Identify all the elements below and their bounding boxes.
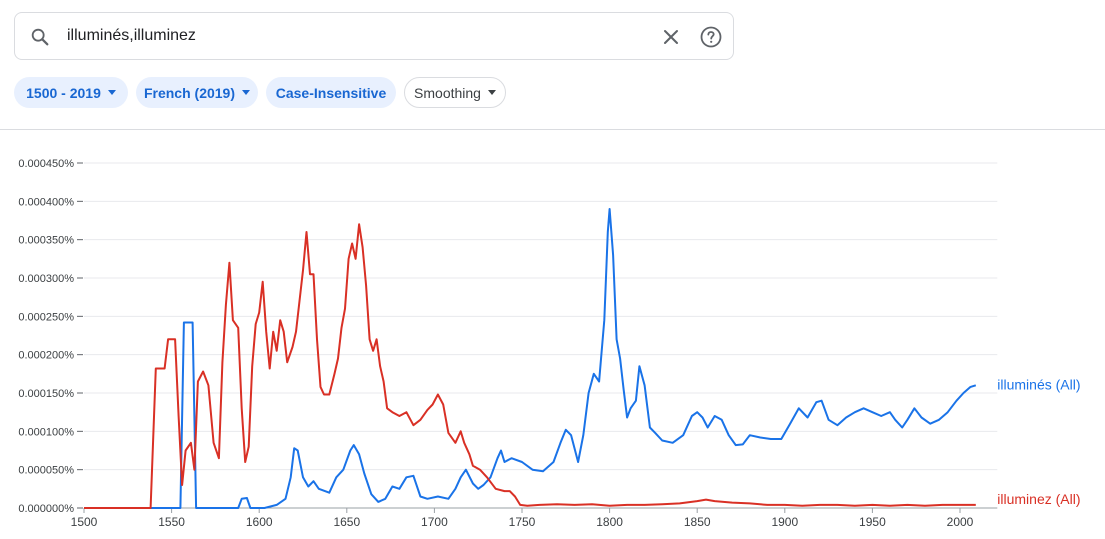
year-range-label: 1500 - 2019 [26, 84, 101, 101]
series-label: illuminez (All) [997, 491, 1080, 507]
series-label: illuminés (All) [997, 376, 1080, 392]
caret-down-icon [107, 90, 116, 95]
x-tick-label: 1700 [421, 515, 448, 529]
x-tick-label: 1500 [71, 515, 98, 529]
y-tick-label: 0.000400% [18, 196, 74, 208]
corpus-label: French (2019) [143, 84, 236, 101]
x-tick-label: 1800 [596, 515, 623, 529]
y-tick-label: 0.000250% [18, 311, 74, 323]
search-icon [31, 28, 49, 46]
y-tick-label: 0.000150% [18, 388, 74, 400]
series-line-illuminez [84, 223, 976, 509]
caret-down-icon [242, 90, 251, 95]
search-box[interactable] [14, 12, 734, 60]
help-circle-icon[interactable] [699, 25, 723, 49]
y-tick-label: 0.000350% [18, 235, 74, 247]
close-icon[interactable] [659, 25, 683, 49]
corpus-dropdown[interactable]: French (2019) [136, 77, 258, 108]
smoothing-dropdown[interactable]: Smoothing [404, 77, 506, 108]
y-tick-label: 0.000100% [18, 426, 74, 438]
x-tick-label: 1650 [333, 515, 360, 529]
x-tick-label: 1550 [158, 515, 185, 529]
x-tick-label: 1850 [684, 515, 711, 529]
y-tick-label: 0.000450% [18, 158, 74, 170]
caret-down-icon [487, 90, 496, 95]
search-input[interactable] [67, 22, 627, 50]
ngram-chart: 0.000000% 0.000050% 0.000100% 0.000150% 0.00… [18, 158, 1080, 529]
year-range-dropdown[interactable]: 1500 - 2019 [14, 77, 128, 108]
x-tick-label: 2000 [947, 515, 974, 529]
x-tick-label: 1750 [509, 515, 536, 529]
x-tick-label: 1950 [859, 515, 886, 529]
series-line-illumines [84, 208, 977, 509]
y-tick-label: 0.000000% [18, 503, 74, 515]
smoothing-label: Smoothing [414, 84, 481, 101]
y-tick-label: 0.000300% [18, 273, 74, 285]
x-tick-label: 1900 [771, 515, 798, 529]
y-tick-label: 0.000200% [18, 350, 74, 362]
y-tick-label: 0.000050% [18, 465, 74, 477]
case-label: Case-Insensitive [275, 84, 387, 101]
divider [0, 129, 1105, 130]
case-insensitive-toggle[interactable]: Case-Insensitive [266, 77, 396, 108]
x-tick-label: 1600 [246, 515, 273, 529]
